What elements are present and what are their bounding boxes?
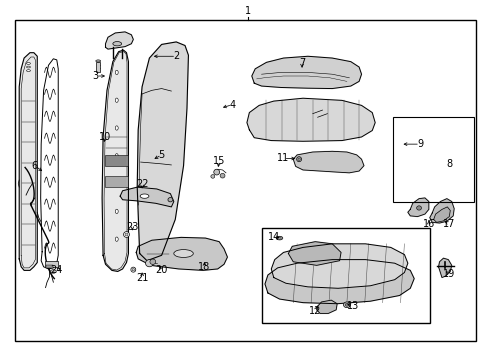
Text: 15: 15 bbox=[212, 156, 225, 166]
Ellipse shape bbox=[115, 181, 118, 186]
Text: 23: 23 bbox=[126, 222, 138, 231]
Ellipse shape bbox=[113, 41, 122, 46]
Polygon shape bbox=[264, 260, 413, 304]
Ellipse shape bbox=[150, 259, 156, 265]
Text: 2: 2 bbox=[173, 51, 179, 61]
Ellipse shape bbox=[131, 267, 136, 272]
Ellipse shape bbox=[132, 269, 134, 271]
Ellipse shape bbox=[173, 249, 193, 257]
Text: 17: 17 bbox=[442, 219, 454, 229]
Ellipse shape bbox=[96, 60, 101, 62]
Ellipse shape bbox=[343, 302, 349, 308]
Ellipse shape bbox=[26, 70, 30, 72]
Bar bbox=[15, 21, 475, 341]
Text: 20: 20 bbox=[155, 265, 167, 275]
Ellipse shape bbox=[115, 237, 118, 241]
Ellipse shape bbox=[26, 63, 30, 64]
Text: 24: 24 bbox=[50, 265, 63, 275]
Text: 14: 14 bbox=[267, 232, 279, 242]
Ellipse shape bbox=[213, 169, 219, 175]
Polygon shape bbox=[102, 50, 128, 271]
Polygon shape bbox=[136, 237, 227, 270]
Text: 3: 3 bbox=[93, 71, 99, 81]
Text: 19: 19 bbox=[442, 269, 454, 279]
Ellipse shape bbox=[26, 66, 30, 68]
Text: 7: 7 bbox=[298, 58, 305, 68]
Polygon shape bbox=[137, 42, 188, 261]
Polygon shape bbox=[429, 199, 453, 223]
Text: 22: 22 bbox=[136, 179, 148, 189]
Ellipse shape bbox=[140, 194, 149, 198]
Ellipse shape bbox=[115, 126, 118, 130]
Bar bbox=[261, 228, 429, 323]
Polygon shape bbox=[288, 242, 340, 265]
Ellipse shape bbox=[123, 231, 129, 237]
Ellipse shape bbox=[115, 98, 118, 102]
Ellipse shape bbox=[145, 260, 153, 267]
Ellipse shape bbox=[115, 70, 118, 75]
Text: 6: 6 bbox=[32, 161, 38, 171]
Polygon shape bbox=[271, 244, 407, 288]
Bar bbox=[104, 155, 128, 166]
Text: 16: 16 bbox=[422, 219, 434, 229]
Text: 21: 21 bbox=[136, 273, 148, 283]
Ellipse shape bbox=[277, 237, 281, 239]
Polygon shape bbox=[120, 187, 173, 207]
Text: 18: 18 bbox=[198, 262, 210, 272]
Polygon shape bbox=[316, 300, 336, 314]
Polygon shape bbox=[251, 56, 361, 89]
Ellipse shape bbox=[167, 198, 172, 202]
Ellipse shape bbox=[125, 233, 128, 236]
Bar bbox=[104, 176, 128, 187]
Polygon shape bbox=[438, 258, 451, 278]
Text: 4: 4 bbox=[229, 100, 235, 110]
Text: 13: 13 bbox=[346, 301, 358, 311]
Text: 5: 5 bbox=[158, 150, 164, 160]
Polygon shape bbox=[407, 198, 428, 217]
Ellipse shape bbox=[50, 270, 56, 273]
Ellipse shape bbox=[115, 209, 118, 213]
Bar bbox=[96, 62, 100, 72]
Ellipse shape bbox=[115, 154, 118, 158]
Text: 1: 1 bbox=[245, 6, 251, 17]
Ellipse shape bbox=[416, 206, 421, 210]
Ellipse shape bbox=[276, 236, 282, 240]
Bar bbox=[392, 117, 473, 202]
Ellipse shape bbox=[345, 303, 348, 306]
Polygon shape bbox=[293, 151, 363, 173]
Bar bbox=[44, 261, 58, 267]
Polygon shape bbox=[433, 207, 449, 222]
Ellipse shape bbox=[296, 157, 301, 162]
Text: 8: 8 bbox=[446, 159, 451, 169]
Ellipse shape bbox=[220, 174, 224, 178]
Text: 12: 12 bbox=[308, 306, 321, 316]
Ellipse shape bbox=[210, 175, 214, 178]
Text: 9: 9 bbox=[416, 139, 422, 149]
Polygon shape bbox=[246, 98, 374, 141]
Bar bbox=[46, 265, 53, 268]
Ellipse shape bbox=[297, 158, 300, 161]
Polygon shape bbox=[19, 53, 37, 270]
Text: 10: 10 bbox=[99, 132, 111, 142]
Polygon shape bbox=[105, 32, 133, 49]
Text: 11: 11 bbox=[277, 153, 289, 163]
